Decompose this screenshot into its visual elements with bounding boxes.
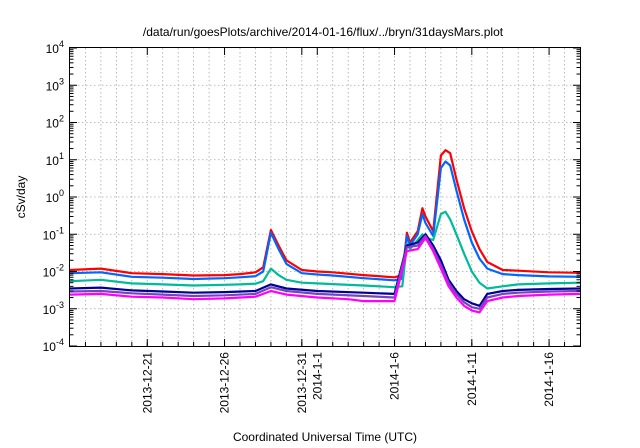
- chart-title: /data/run/goesPlots/archive/2014-01-16/f…: [143, 25, 504, 39]
- series-line: [68, 149, 582, 279]
- x-tick-label: 2013-12-26: [218, 352, 232, 414]
- series-layer: [68, 149, 582, 314]
- tick-layer: [70, 47, 580, 347]
- series-line: [68, 210, 582, 290]
- series-line: [68, 234, 582, 310]
- x-tick-label: 2014-1-11: [465, 352, 479, 406]
- y-tick-label: 100: [46, 188, 64, 205]
- x-tick-label: 2014-1-16: [542, 352, 556, 407]
- x-tick-label: 2013-12-21: [140, 352, 154, 414]
- x-axis-tick-labels: 2013-12-21 2013-12-26 2013-12-31 2014-1-1 20…: [140, 352, 556, 414]
- y-axis-tick-labels: 10-4 10-3 10-2 10-1 100 101 102 103 104: [43, 39, 64, 354]
- series-line: [68, 233, 582, 307]
- x-tick-label: 2014-1-6: [388, 352, 402, 400]
- y-tick-label: 104: [46, 39, 64, 56]
- x-tick-label: 2014-1-1: [310, 352, 324, 400]
- y-tick-label: 102: [46, 114, 64, 131]
- y-tick-label: 10-4: [43, 337, 64, 354]
- y-tick-label: 10-1: [43, 225, 64, 242]
- x-tick-label: 2013-12-31: [295, 352, 309, 414]
- y-axis-label: cSv/day: [14, 176, 28, 219]
- plot-frame: [69, 47, 581, 347]
- grid-layer: [70, 48, 580, 346]
- y-tick-label: 101: [46, 151, 64, 168]
- y-tick-label: 10-2: [43, 263, 64, 280]
- y-tick-label: 10-3: [43, 300, 64, 317]
- series-line: [68, 236, 582, 314]
- series-line: [68, 160, 582, 282]
- y-tick-label: 103: [46, 76, 64, 93]
- x-axis-label: Coordinated Universal Time (UTC): [233, 430, 417, 444]
